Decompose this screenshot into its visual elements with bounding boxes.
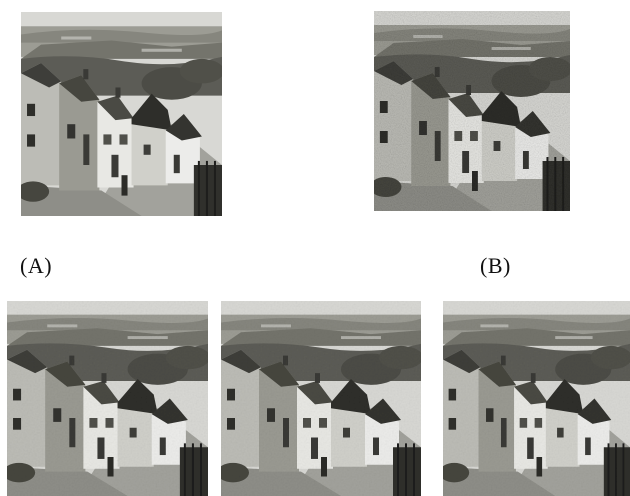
caption-b: (B) [480, 253, 511, 278]
photo-noisy [374, 11, 570, 211]
photo-original [21, 12, 222, 216]
photo-restored-3 [443, 301, 630, 496]
caption-a: (A) [20, 253, 53, 278]
photo-restored-2 [221, 301, 421, 496]
photo-restored-1 [7, 301, 208, 496]
